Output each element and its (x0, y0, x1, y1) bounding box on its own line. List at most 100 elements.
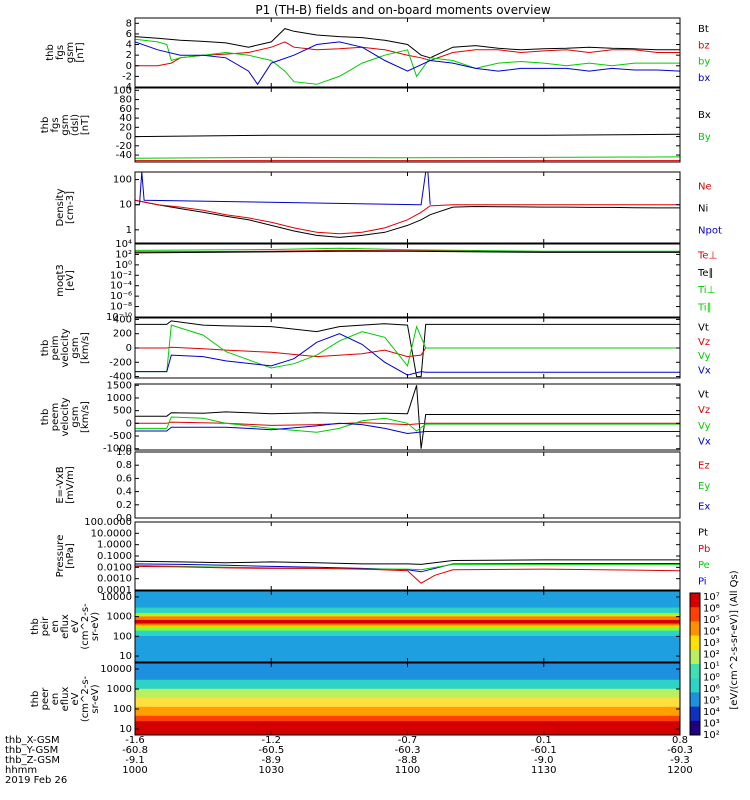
panel-frame (134, 451, 681, 519)
panel-frame (134, 521, 681, 591)
ytick-label: 80 (119, 95, 132, 106)
time-axis: thb_X-GSM -1.6 -1.2 -0.7 0.1 0.8 thb_Y-GSM -60.… (5, 735, 693, 786)
series-Bt (135, 28, 680, 59)
spectrogram-band (135, 666, 680, 669)
ylabel-line: [nT] (80, 115, 91, 135)
xaxis-value: -9.3 (670, 755, 690, 766)
spectrogram-band (135, 711, 680, 714)
ylabel-line: eV (70, 620, 81, 633)
legend-Ez: Ez (698, 460, 710, 471)
colorbar-segment (690, 706, 700, 722)
legend-Ni: Ni (698, 204, 708, 215)
panel-peir-en-eflux: 10000 1000 100 10 thb peir en eflux eV (cm^2-s-sr… (30, 590, 681, 663)
colorbar-tick: 10⁴ (703, 627, 720, 638)
legend-Vt: Vt (698, 389, 709, 400)
panel-frame (134, 383, 681, 451)
ytick-label: 0 (126, 418, 132, 429)
ylabel-line: [km/s] (80, 401, 91, 433)
series-Ti (135, 247, 680, 252)
legend-Ti∥: Ti∥ (697, 303, 712, 314)
spectrogram-band (135, 709, 680, 713)
ylabel-line: [km/s] (80, 332, 91, 364)
spectrogram-band (135, 610, 680, 613)
ytick-label: -500 (109, 431, 132, 442)
ylabel-line: thb (45, 44, 56, 61)
spectrogram-band (135, 599, 680, 603)
ytick-label: 10⁻¹⁰ (106, 312, 132, 323)
ytick-label: 0.2 (116, 500, 132, 511)
colorbar-tick: 10¹ (703, 661, 720, 672)
spectrogram-band (135, 644, 680, 647)
xaxis-value: -1.6 (125, 735, 145, 746)
ytick-label: 200 (113, 329, 132, 340)
ylabel-line: (cm^2-s- (80, 603, 91, 650)
spectrogram-band (135, 706, 680, 709)
legend-Pt: Pt (698, 528, 708, 539)
xaxis-value: -60.3 (395, 745, 421, 756)
spectrogram-band (135, 686, 680, 689)
ytick-label: 0.6 (116, 473, 132, 484)
series-Pb (135, 565, 680, 584)
ylabel-line: peer (40, 687, 51, 711)
spectrogram-band (135, 614, 680, 617)
ytick-label: 100 (113, 175, 132, 186)
ylabel-line: eflux (60, 614, 71, 639)
spectrogram-band (135, 684, 680, 687)
legend-Vz: Vz (698, 405, 710, 416)
series-Vy (135, 324, 680, 373)
spectrogram-band (135, 704, 680, 707)
xaxis-value: -8.8 (398, 755, 418, 766)
ytick-label: 400 (113, 314, 132, 325)
spectrogram-band (135, 633, 680, 636)
ytick-label: 0.0010 (97, 574, 132, 585)
spectrogram-band (135, 682, 680, 686)
spectrogram-band (135, 653, 680, 656)
spectrogram-band (135, 606, 680, 610)
spectrogram-band (135, 717, 680, 720)
ytick-label: 0 (126, 132, 132, 143)
ylabel-line: eV (70, 692, 81, 705)
ytick-label: 10.0000 (91, 528, 132, 539)
ylabel-line: velocity (60, 397, 71, 436)
colorbar-segment (690, 635, 700, 651)
legend-Pe: Pe (698, 560, 710, 571)
ylabel-line: E=-VxB (55, 466, 66, 503)
spectrogram-band (135, 608, 680, 612)
xaxis-value: 1200 (667, 765, 692, 776)
legend-Vz: Vz (698, 337, 710, 348)
ytick-label: 1500 (107, 380, 132, 391)
spectrogram-band (135, 630, 680, 633)
spectrogram-band (135, 691, 680, 695)
ylabel-line: sr-eV) (90, 612, 101, 641)
ytick-label: 10 (119, 200, 132, 211)
panel-peim-velocity: 400 200 0 -200 -400 thb peim velocity gsm [km/s] V… (40, 314, 711, 382)
series-Vz (135, 346, 680, 358)
panel-frame (134, 87, 681, 163)
ytick-label: -2 (122, 71, 132, 82)
colorbar-label: [eV/(cm^2-s-sr-eV)] (All Qs) (729, 570, 740, 709)
xaxis-value: -1.2 (261, 735, 281, 746)
series-Pt (135, 559, 680, 565)
ylabel-line: gsm (65, 42, 76, 63)
xaxis-value: 0.1 (536, 735, 552, 746)
colorbar-segment (690, 621, 700, 637)
ylabel-line: en (50, 620, 61, 633)
ytick-label: 1.0000 (97, 540, 132, 551)
ytick-label: 4 (126, 40, 132, 51)
spectrogram-band (135, 718, 680, 722)
ytick-label: 10000 (100, 664, 132, 675)
colorbar-segment (690, 607, 700, 622)
spectrogram-band (135, 615, 680, 619)
series-Vt (135, 320, 680, 378)
spectrogram-band (135, 603, 680, 606)
ytick-label: 0.0001 (97, 585, 132, 596)
ytick-label: 10⁻⁴ (110, 281, 132, 292)
spectrogram-band (135, 612, 680, 615)
series-Vt (135, 385, 680, 449)
series-Te (135, 249, 680, 253)
spectrogram-peir-en-eflux (135, 591, 680, 662)
series-Npot (135, 172, 431, 206)
